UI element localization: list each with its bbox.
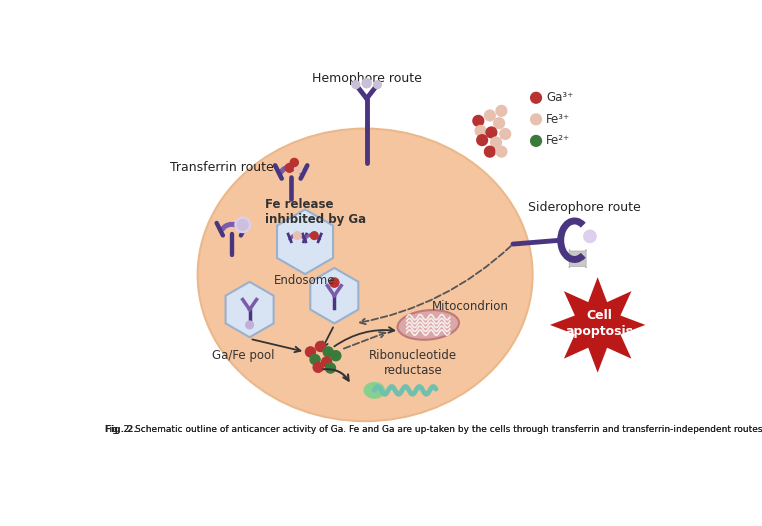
FancyBboxPatch shape bbox=[569, 249, 586, 268]
Text: Fig. 2. Schematic outline of anticancer activity of Ga. Fe and Ga are up-taken b: Fig. 2. Schematic outline of anticancer … bbox=[105, 425, 762, 434]
Polygon shape bbox=[277, 209, 333, 274]
Circle shape bbox=[584, 230, 596, 242]
Circle shape bbox=[496, 146, 507, 157]
Circle shape bbox=[237, 219, 248, 230]
Circle shape bbox=[486, 127, 497, 138]
Polygon shape bbox=[550, 277, 645, 372]
Circle shape bbox=[530, 93, 542, 103]
Text: Hemophore route: Hemophore route bbox=[312, 73, 421, 85]
Text: Fe³⁺: Fe³⁺ bbox=[546, 113, 570, 126]
Text: Cell
apoptosis: Cell apoptosis bbox=[565, 309, 633, 338]
Circle shape bbox=[485, 110, 495, 121]
Ellipse shape bbox=[363, 382, 385, 399]
Text: Fe²⁺: Fe²⁺ bbox=[546, 134, 570, 147]
Circle shape bbox=[485, 146, 495, 157]
Circle shape bbox=[323, 347, 333, 357]
Circle shape bbox=[310, 232, 319, 239]
Circle shape bbox=[331, 351, 341, 361]
Circle shape bbox=[477, 135, 488, 146]
Text: Transferrin route: Transferrin route bbox=[170, 160, 274, 174]
Circle shape bbox=[313, 362, 323, 372]
Circle shape bbox=[362, 78, 371, 88]
Circle shape bbox=[352, 81, 360, 88]
Circle shape bbox=[475, 126, 486, 136]
Circle shape bbox=[491, 137, 501, 148]
Text: Mitocondrion: Mitocondrion bbox=[432, 300, 509, 313]
Circle shape bbox=[473, 116, 484, 126]
Circle shape bbox=[294, 166, 302, 173]
Text: Fig. 2. Schematic outline of anticancer activity of Ga. Fe and Ga are up-taken b: Fig. 2. Schematic outline of anticancer … bbox=[105, 425, 762, 434]
Circle shape bbox=[306, 347, 315, 357]
Circle shape bbox=[322, 357, 331, 367]
Circle shape bbox=[310, 355, 320, 365]
Circle shape bbox=[325, 363, 335, 373]
Ellipse shape bbox=[197, 128, 533, 421]
Circle shape bbox=[496, 106, 507, 116]
Circle shape bbox=[330, 278, 339, 287]
Polygon shape bbox=[310, 268, 358, 323]
Circle shape bbox=[290, 158, 298, 166]
Circle shape bbox=[246, 321, 254, 329]
Ellipse shape bbox=[398, 310, 459, 340]
Circle shape bbox=[315, 341, 325, 351]
Circle shape bbox=[293, 232, 301, 239]
Circle shape bbox=[500, 128, 511, 139]
Text: Ga³⁺: Ga³⁺ bbox=[546, 92, 573, 104]
Text: Siderophore route: Siderophore route bbox=[528, 201, 641, 215]
Text: Ribonucleotide
reductase: Ribonucleotide reductase bbox=[369, 349, 457, 377]
Polygon shape bbox=[226, 282, 274, 337]
Circle shape bbox=[530, 136, 542, 146]
Circle shape bbox=[235, 217, 251, 232]
Circle shape bbox=[494, 118, 504, 128]
Circle shape bbox=[373, 81, 381, 88]
Text: Fig. 2.: Fig. 2. bbox=[105, 425, 136, 434]
Circle shape bbox=[285, 164, 294, 172]
Text: Endosome: Endosome bbox=[274, 274, 336, 287]
Circle shape bbox=[530, 114, 542, 125]
Text: Ga/Fe pool: Ga/Fe pool bbox=[212, 349, 274, 362]
Text: Fe release
inhibited by Ga: Fe release inhibited by Ga bbox=[265, 198, 366, 226]
